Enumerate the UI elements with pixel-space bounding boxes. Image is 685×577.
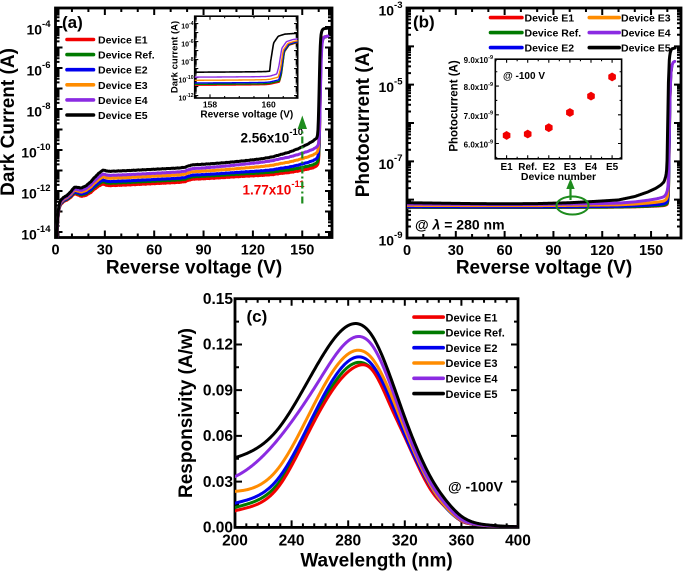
svg-text:0.15: 0.15 [203,291,234,308]
svg-text:Device E3: Device E3 [98,80,148,92]
svg-text:0.00: 0.00 [203,520,233,537]
svg-text:Ref.: Ref. [518,162,537,173]
svg-text:320: 320 [392,533,418,550]
svg-text:Device number: Device number [521,171,596,183]
svg-text:9.0x10-9: 9.0x10-9 [464,55,493,65]
svg-text:10-6: 10-6 [181,39,193,49]
svg-text:Device Ref.: Device Ref. [98,50,155,62]
svg-text:Device E5: Device E5 [98,110,148,122]
svg-text:Photocurrent (A): Photocurrent (A) [449,60,461,152]
svg-text:30: 30 [97,243,113,259]
svg-text:1.77x10-11: 1.77x10-11 [243,179,306,197]
svg-text:Dark current (A): Dark current (A) [170,21,181,93]
svg-text:10-12: 10-12 [178,93,193,103]
svg-text:(b): (b) [413,13,435,32]
svg-text:0: 0 [403,243,411,259]
svg-text:10-8: 10-8 [181,57,193,67]
svg-text:(a): (a) [62,13,83,32]
svg-text:Device E4: Device E4 [621,28,671,40]
svg-text:@ -100V: @ -100V [448,479,504,495]
svg-text:E5: E5 [606,162,619,173]
svg-text:0.09: 0.09 [203,382,234,399]
svg-text:Responsivity (A/w): Responsivity (A/w) [176,328,197,498]
svg-text:Device E5: Device E5 [446,389,498,401]
svg-text:Reverse voltage (V): Reverse voltage (V) [456,258,632,279]
svg-text:158: 158 [203,100,217,110]
svg-text:7.0x10-9: 7.0x10-9 [464,111,493,121]
svg-text:Photocurrent (A): Photocurrent (A) [353,46,374,197]
svg-text:0: 0 [51,243,59,259]
svg-text:Device E3: Device E3 [446,358,498,370]
svg-text:120: 120 [590,243,614,259]
svg-text:Device E1: Device E1 [446,312,498,324]
svg-text:360: 360 [448,533,474,550]
svg-text:Device E2: Device E2 [98,65,148,77]
svg-text:@ λ = 280 nm: @ λ = 280 nm [415,217,505,233]
svg-text:10-10: 10-10 [178,75,193,85]
svg-text:6.0x10-9: 6.0x10-9 [464,139,493,149]
svg-text:60: 60 [497,243,513,259]
svg-text:90: 90 [545,243,561,259]
svg-text:30: 30 [448,243,464,259]
svg-text:200: 200 [222,533,248,550]
svg-text:280: 280 [335,533,361,550]
svg-text:Device E4: Device E4 [98,95,148,107]
svg-text:10-4: 10-4 [181,21,193,31]
svg-text:Device E2: Device E2 [446,343,498,355]
svg-text:150: 150 [639,243,663,259]
svg-text:120: 120 [241,243,265,259]
svg-text:0.06: 0.06 [203,428,234,445]
svg-text:2.56x10-10: 2.56x10-10 [241,127,304,145]
svg-text:Device Ref.: Device Ref. [525,28,582,40]
svg-text:90: 90 [195,243,211,259]
svg-text:Device E2: Device E2 [525,43,575,55]
svg-text:E1: E1 [500,162,513,173]
svg-text:60: 60 [146,243,162,259]
svg-text:E2: E2 [543,162,556,173]
svg-text:8.0x10-9: 8.0x10-9 [464,82,493,92]
svg-text:Device E4: Device E4 [446,374,499,386]
svg-text:240: 240 [279,533,305,550]
svg-text:@ -100 V: @ -100 V [503,71,545,82]
svg-text:Reverse voltage (V): Reverse voltage (V) [106,258,282,279]
svg-text:Dark Current (A): Dark Current (A) [0,48,19,196]
svg-text:400: 400 [505,533,531,550]
svg-text:E3: E3 [564,162,577,173]
svg-text:Reverse voltage (V): Reverse voltage (V) [200,110,293,121]
svg-text:Device E5: Device E5 [621,43,671,55]
svg-text:160: 160 [262,100,276,110]
svg-text:0.12: 0.12 [203,337,233,354]
svg-text:Device E3: Device E3 [621,13,671,25]
svg-text:Device E1: Device E1 [98,35,148,47]
svg-text:(c): (c) [247,307,268,326]
svg-text:Device E1: Device E1 [525,13,575,25]
svg-text:Wavelength (nm): Wavelength (nm) [300,551,452,572]
svg-text:Device Ref.: Device Ref. [446,328,505,340]
svg-text:0.03: 0.03 [203,474,234,491]
svg-text:150: 150 [290,243,314,259]
svg-text:E4: E4 [585,162,598,173]
